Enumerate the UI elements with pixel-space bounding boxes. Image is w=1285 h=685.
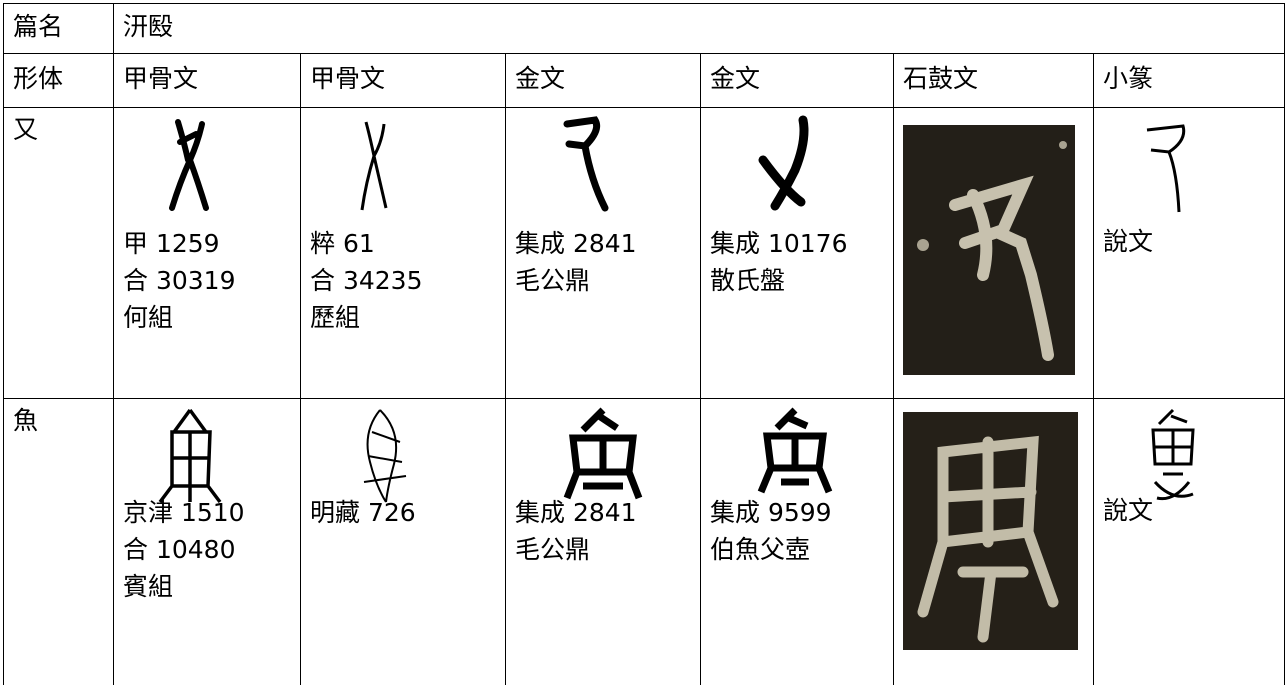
glyph (563, 116, 609, 212)
cell-text: 金文 (515, 64, 566, 93)
table-cell (113, 3, 1285, 55)
table-cell (893, 107, 1095, 400)
cell-text: 又 (13, 115, 39, 144)
cell-text: 散氏盤 (710, 266, 786, 295)
cell-text: 粹 61 (310, 229, 375, 258)
cell-text: 甲 1259 (123, 229, 220, 258)
table-cell (300, 53, 507, 109)
table-cell (700, 398, 895, 685)
stone-rubbing (903, 125, 1075, 375)
cell-text: 甲骨文 (123, 64, 199, 93)
table-cell (893, 53, 1095, 109)
glyph (563, 407, 643, 500)
cell-text: 形体 (13, 64, 64, 93)
table-cell (1093, 398, 1285, 685)
cell-text: 金文 (710, 64, 761, 93)
glyph (158, 408, 222, 504)
cell-text: 合 10480 (123, 535, 236, 564)
table-cell (300, 398, 507, 685)
table-cell (893, 398, 1095, 685)
cell-text: 魚 (13, 406, 39, 435)
table-cell (505, 398, 702, 685)
cell-text: 明藏 726 (310, 498, 416, 527)
glyph (1151, 408, 1195, 501)
cell-text: 說文 (1103, 227, 1154, 256)
glyph (1146, 124, 1186, 213)
cell-text: 集成 9599 (710, 498, 832, 527)
cell-text: 伯魚父壺 (710, 535, 811, 564)
table-cell (113, 53, 302, 109)
table-cell (3, 53, 115, 109)
cell-text: 合 30319 (123, 266, 236, 295)
cell-text: 說文 (1103, 496, 1154, 525)
table-cell (505, 107, 702, 400)
cell-text: 集成 10176 (710, 229, 848, 258)
cell-text: 何組 (123, 303, 174, 332)
table-cell (700, 53, 895, 109)
cell-text: 汧殹 (123, 12, 174, 41)
cell-text: 石鼓文 (903, 64, 979, 93)
glyph (169, 119, 209, 211)
table-cell (1093, 107, 1285, 400)
glyph (363, 409, 407, 503)
glyph (360, 121, 388, 211)
cell-text: 集成 2841 (515, 229, 637, 258)
cell-text: 賓組 (123, 572, 174, 601)
cell-text: 合 34235 (310, 266, 423, 295)
table-cell (700, 107, 895, 400)
cell-text: 京津 1510 (123, 498, 245, 527)
table-cell (113, 107, 302, 400)
cell-text: 毛公鼎 (515, 535, 591, 564)
glyph (757, 407, 833, 494)
cell-text: 篇名 (13, 12, 64, 41)
stone-rubbing (903, 412, 1078, 650)
cell-text: 毛公鼎 (515, 266, 591, 295)
cell-text: 集成 2841 (515, 498, 637, 527)
table-cell (505, 53, 702, 109)
table-cell (3, 3, 115, 55)
glyph (758, 115, 809, 211)
table-cell (300, 107, 507, 400)
table-cell (1093, 53, 1285, 109)
cell-text: 小篆 (1103, 64, 1154, 93)
table-cell (3, 107, 115, 400)
table-cell (113, 398, 302, 685)
table-cell (3, 398, 115, 685)
cell-text: 甲骨文 (310, 64, 386, 93)
cell-text: 歷組 (310, 303, 361, 332)
